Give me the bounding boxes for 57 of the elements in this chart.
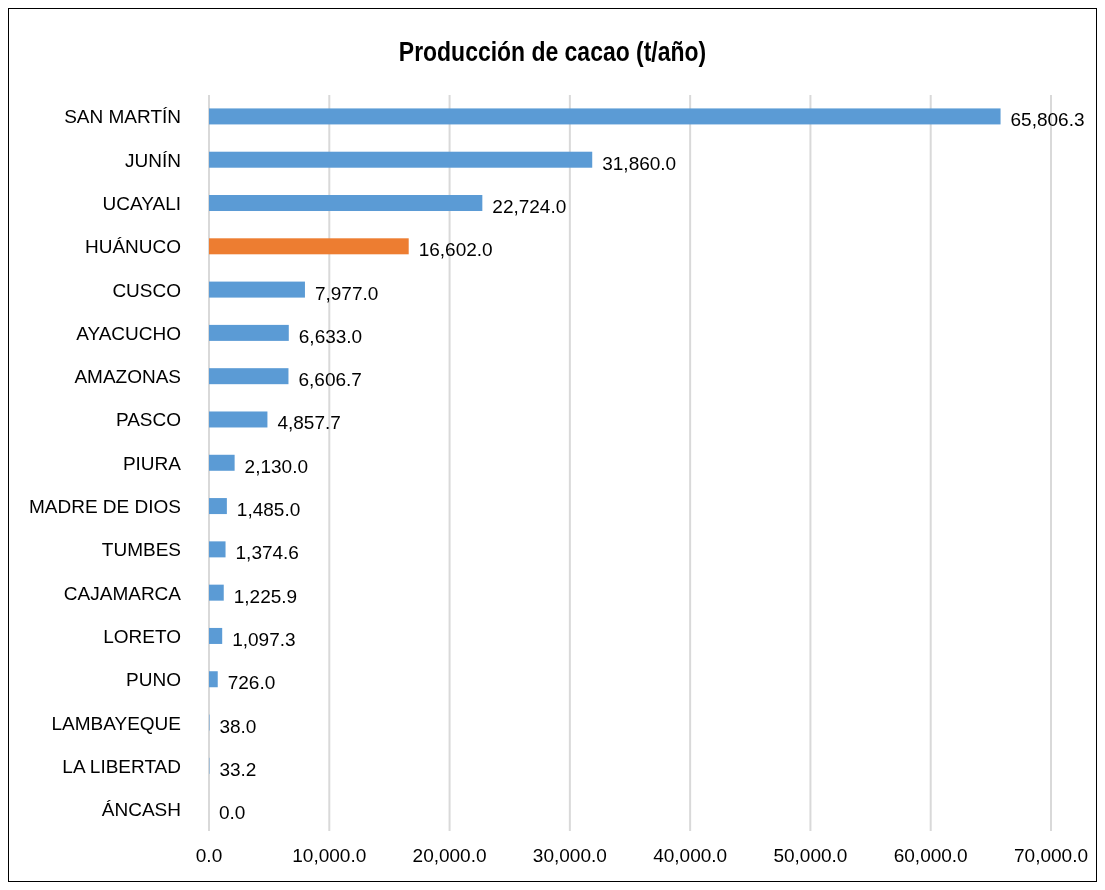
x-tick-label: 70,000.0 xyxy=(1014,845,1088,867)
bar xyxy=(209,108,1001,125)
y-tick-label: CAJAMARCA xyxy=(63,582,182,604)
x-tick-label: 20,000.0 xyxy=(412,845,487,867)
bar xyxy=(209,368,289,385)
data-label: 1,374.6 xyxy=(235,542,299,564)
y-tick-label: TUMBES xyxy=(101,539,181,561)
y-tick-label: JUNÍN xyxy=(125,149,181,171)
bar xyxy=(209,238,409,255)
bar xyxy=(209,627,223,644)
data-label: 16,602.0 xyxy=(418,239,493,261)
bar xyxy=(209,151,593,168)
bar xyxy=(209,454,235,471)
bar xyxy=(209,671,218,688)
y-tick-label: AMAZONAS xyxy=(74,366,181,388)
data-label: 33.2 xyxy=(219,758,257,780)
bar xyxy=(209,498,227,515)
data-label: 2,130.0 xyxy=(244,455,309,477)
data-label: 6,606.7 xyxy=(298,369,362,391)
y-tick-label: LA LIBERTAD xyxy=(62,755,181,777)
data-label: 4,857.7 xyxy=(277,412,341,434)
bar xyxy=(209,195,483,212)
y-tick-label: LORETO xyxy=(103,625,181,647)
x-tick-label: 10,000.0 xyxy=(292,845,367,867)
data-label: 726.0 xyxy=(227,672,276,694)
data-label: 1,485.0 xyxy=(236,499,301,521)
y-tick-label: ÁNCASH xyxy=(101,799,181,821)
bar xyxy=(209,324,289,341)
y-tick-label: PASCO xyxy=(115,409,181,431)
y-tick-label: CUSCO xyxy=(112,279,181,301)
bar xyxy=(209,541,226,558)
y-tick-label: PIURA xyxy=(122,452,182,474)
chart-title: Producción de cacao (t/año) xyxy=(397,36,708,69)
data-label: 7,977.0 xyxy=(314,282,379,304)
y-tick-label: SAN MARTÍN xyxy=(64,106,181,128)
data-label: 1,225.9 xyxy=(233,585,298,607)
bar xyxy=(209,584,224,601)
y-tick-label: HUÁNUCO xyxy=(84,236,181,258)
data-label: 6,633.0 xyxy=(298,325,363,347)
bar xyxy=(209,281,305,298)
bar xyxy=(209,411,268,428)
x-tick-label: 30,000.0 xyxy=(532,845,607,867)
y-tick-label: AYACUCHO xyxy=(76,322,181,344)
x-tick-label: 60,000.0 xyxy=(893,845,968,867)
y-tick-label: LAMBAYEQUE xyxy=(51,712,181,734)
data-label: 0.0 xyxy=(219,802,246,824)
data-label: 65,806.3 xyxy=(1010,109,1085,131)
data-label: 22,724.0 xyxy=(492,196,567,218)
data-label: 38.0 xyxy=(219,715,257,737)
x-tick-label: 40,000.0 xyxy=(653,845,728,867)
y-tick-label: MADRE DE DIOS xyxy=(28,496,181,518)
data-label: 31,860.0 xyxy=(602,152,677,174)
x-tick-label: 0.0 xyxy=(195,845,223,867)
y-tick-label: PUNO xyxy=(126,669,181,691)
y-tick-label: UCAYALI xyxy=(102,192,181,214)
x-tick-label: 50,000.0 xyxy=(773,845,848,867)
data-label: 1,097.3 xyxy=(232,628,296,650)
